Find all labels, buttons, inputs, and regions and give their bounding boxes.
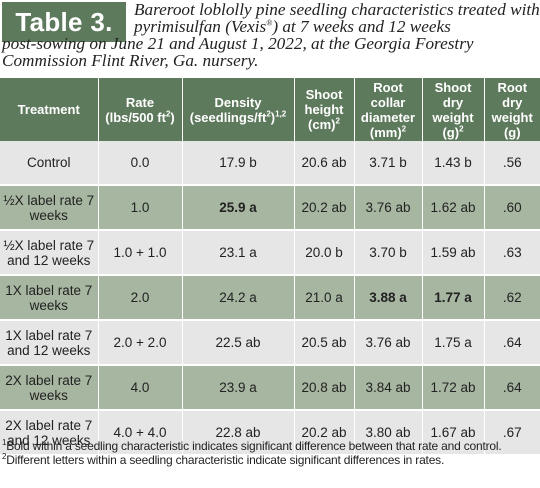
table-row: 1X label rate 7 weeks 2.0 24.2 a 21.0 a 3.88…: [0, 275, 540, 321]
column-header: Shoot dry weight (g)2: [422, 78, 485, 141]
rate-cell: 4.0: [98, 365, 183, 411]
density-cell: 22.5 ab: [182, 320, 295, 366]
root-collar-diameter-cell: 3.71 b: [354, 141, 423, 186]
header-row: Treatment Rate (lbs/500 ft2) Density (seed…: [0, 78, 540, 141]
column-header-superscript: 2: [401, 124, 407, 134]
column-header: Density (seedlings/ft2)1,2: [182, 78, 295, 141]
column-header-label: Shoot dry weight (g): [432, 79, 474, 140]
shoot-height-cell: 20.2 ab: [294, 185, 355, 231]
treatment-cell: ½X label rate 7 weeks: [0, 185, 99, 231]
root-dry-weight-cell: .64: [484, 365, 540, 411]
column-header: Root dry weight (g): [484, 78, 540, 141]
column-header-superscript: 2: [165, 109, 171, 119]
registered-mark: ®: [266, 17, 273, 27]
column-header: Shoot height (cm)2: [294, 78, 355, 141]
shoot-dry-weight-cell: 1.43 b: [422, 141, 485, 186]
density-cell: 25.9 a: [182, 185, 295, 231]
root-collar-diameter-cell: 3.70 b: [354, 230, 423, 276]
column-header-superscript: 2: [266, 109, 271, 119]
footnotes: 1Bold within a seedling characteristic i…: [2, 438, 538, 468]
footnote: 2Different letters within a seedling cha…: [2, 452, 538, 468]
root-dry-weight-cell: .63: [484, 230, 540, 276]
table-row: 2X label rate 7 weeks 4.0 23.9 a 20.8 ab 3.8…: [0, 365, 540, 411]
footnote-text: Bold within a seedling characteristic in…: [6, 439, 502, 453]
shoot-height-cell: 20.0 b: [294, 230, 355, 276]
column-header-superscript: 2: [335, 116, 340, 126]
rate-cell: 1.0: [98, 185, 183, 231]
table-label: Table 3.: [2, 2, 126, 42]
treatment-cell: ½X label rate 7 and 12 weeks: [0, 230, 99, 276]
treatment-cell: Control: [0, 141, 99, 186]
shoot-height-cell: 20.2 ab: [294, 410, 355, 456]
treatment-cell: 1X label rate 7 and 12 weeks: [0, 320, 99, 366]
root-dry-weight-cell: .56: [484, 141, 540, 186]
rate-cell: 1.0 + 1.0: [98, 230, 183, 276]
column-header-footnote-ref: 1,2: [275, 109, 287, 119]
footnote-text: Different letters within a seedling char…: [6, 453, 445, 467]
root-dry-weight-cell: .67: [484, 410, 540, 456]
table-row: Control 0.0 17.9 b 20.6 ab 3.71 b 1.43 b .56: [0, 141, 540, 186]
shoot-dry-weight-cell: 1.67 ab: [422, 410, 485, 456]
shoot-dry-weight-cell: 1.75 a: [422, 320, 485, 366]
column-header-label: Rate (lbs/500 ft: [105, 94, 166, 125]
table-row: 2X label rate 7 and 12 weeks 4.0 + 4.0 22.…: [0, 410, 540, 456]
column-header-label: Density (seedlings/ft: [189, 94, 267, 125]
column-header: Rate (lbs/500 ft2): [98, 78, 183, 141]
column-header: Treatment: [0, 78, 99, 141]
root-collar-diameter-cell: 3.80 ab: [354, 410, 423, 456]
density-cell: 23.1 a: [182, 230, 295, 276]
footnote-marker: 2: [2, 452, 7, 461]
rate-cell: 4.0 + 4.0: [98, 410, 183, 456]
shoot-height-cell: 20.5 ab: [294, 320, 355, 366]
density-cell: 22.8 ab: [182, 410, 295, 456]
rate-cell: 2.0 + 2.0: [98, 320, 183, 366]
root-dry-weight-cell: .64: [484, 320, 540, 366]
caption-text-1b: ) at 7 weeks and 12 weeks: [272, 16, 451, 36]
shoot-height-cell: 20.6 ab: [294, 141, 355, 186]
root-collar-diameter-cell: 3.76 ab: [354, 185, 423, 231]
treatment-cell: 2X label rate 7 weeks: [0, 365, 99, 411]
caption-text-1: Bareroot loblolly pine seedling characte…: [134, 0, 540, 36]
column-header-label: Treatment: [17, 102, 80, 117]
rate-cell: 2.0: [98, 275, 183, 321]
density-cell: 17.9 b: [182, 141, 295, 186]
column-header-suffix: ): [270, 109, 276, 125]
root-dry-weight-cell: .60: [484, 185, 540, 231]
column-header-label: Shoot height (cm): [304, 87, 344, 132]
shoot-dry-weight-cell: 1.59 ab: [422, 230, 485, 276]
root-collar-diameter-cell: 3.84 ab: [354, 365, 423, 411]
density-cell: 23.9 a: [182, 365, 295, 411]
footnote: 1Bold within a seedling characteristic i…: [2, 438, 538, 454]
root-collar-diameter-cell: 3.76 ab: [354, 320, 423, 366]
table-body: Control 0.0 17.9 b 20.6 ab 3.71 b 1.43 b .56 ½X…: [0, 141, 540, 456]
column-header-superscript: 2: [459, 124, 464, 134]
caption-line-1: Bareroot loblolly pine seedling characte…: [134, 0, 540, 36]
shoot-height-cell: 20.8 ab: [294, 365, 355, 411]
treatment-cell: 1X label rate 7 weeks: [0, 275, 99, 321]
density-cell: 24.2 a: [182, 275, 295, 321]
table-row: 1X label rate 7 and 12 weeks 2.0 + 2.0 22.…: [0, 320, 540, 366]
column-header-label: Root dry weight (g): [491, 79, 533, 140]
column-header-suffix: ): [170, 109, 175, 125]
table-row: ½X label rate 7 and 12 weeks 1.0 + 1.0 23.…: [0, 230, 540, 276]
shoot-height-cell: 21.0 a: [294, 275, 355, 321]
treatment-cell: 2X label rate 7 and 12 weeks: [0, 410, 99, 456]
shoot-dry-weight-cell: 1.72 ab: [422, 365, 485, 411]
footnote-marker: 1: [2, 438, 7, 447]
rate-cell: 0.0: [98, 141, 183, 186]
column-header: Root collar diameter (mm)2: [354, 78, 423, 141]
table-row: ½X label rate 7 weeks 1.0 25.9 a 20.2 ab 3.7…: [0, 185, 540, 231]
caption-line-2: post-sowing on June 21 and August 1, 202…: [2, 34, 474, 70]
seedling-table: Treatment Rate (lbs/500 ft2) Density (seed…: [0, 78, 540, 456]
root-collar-diameter-cell: 3.88 a: [354, 275, 423, 321]
shoot-dry-weight-cell: 1.62 ab: [422, 185, 485, 231]
shoot-dry-weight-cell: 1.77 a: [422, 275, 485, 321]
root-dry-weight-cell: .62: [484, 275, 540, 321]
column-header-label: Root collar diameter (mm): [360, 79, 416, 140]
